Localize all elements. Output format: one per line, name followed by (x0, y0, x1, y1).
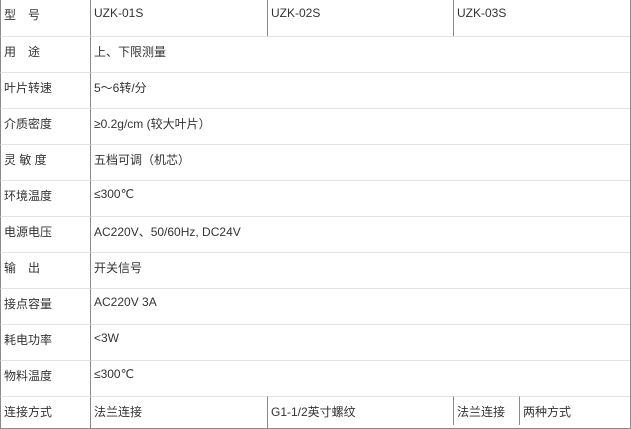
row-value: ≥0.2g/cm (较大叶片） (90, 108, 630, 144)
row-value: 五档可调（机芯） (90, 144, 630, 180)
row-label: 灵 敏 度 (0, 144, 90, 180)
row-label: 用 途 (0, 36, 90, 72)
row-label: 物料温度 (0, 360, 90, 396)
row-value: ≤300℃ (90, 180, 630, 216)
row-value: 开关信号 (90, 252, 630, 288)
model-3: UZK-03S (453, 0, 631, 36)
row-label: 介质密度 (0, 108, 90, 144)
row-label: 接点容量 (0, 288, 90, 324)
model-2: UZK-02S (267, 0, 453, 36)
row-label: 环境温度 (0, 180, 90, 216)
row-label: 输 出 (0, 252, 90, 288)
row-value: 上、下限测量 (90, 36, 630, 72)
row-label: 电源电压 (0, 216, 90, 252)
header-label: 型 号 (0, 0, 90, 36)
connection-value-1: 法兰连接 (90, 396, 267, 429)
row-value: ≤300℃ (90, 360, 630, 396)
connection-value-3: 法兰连接 (453, 396, 519, 425)
connection-value-2: G1-1/2英寸螺纹 (267, 396, 453, 429)
connection-value-4: 两种方式 (519, 396, 630, 425)
connection-label: 连接方式 (0, 396, 90, 429)
row-value: AC220V、50/60Hz, DC24V (90, 216, 630, 252)
row-value: 5～6转/分 (90, 72, 630, 108)
model-1: UZK-01S (90, 0, 267, 36)
row-label: 耗电功率 (0, 324, 90, 360)
row-value: <3W (90, 324, 630, 360)
row-label: 叶片转速 (0, 72, 90, 108)
row-value: AC220V 3A (90, 288, 630, 324)
